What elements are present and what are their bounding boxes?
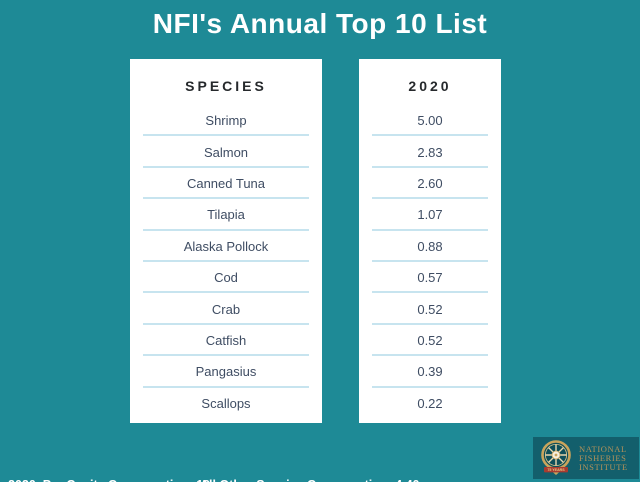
species-label: Canned Tuna [186,176,266,192]
table-row: 0.88 [359,231,501,263]
species-label: Shrimp [205,113,247,129]
value-label: 0.88 [417,238,443,254]
value-label: 2.60 [417,176,443,192]
value-label: 0.39 [417,364,443,380]
nfi-logo: 75 YEARS National Fisheries Institute [533,437,639,479]
value-label: 0.22 [417,395,443,411]
table-row: 0.52 [359,325,501,357]
value-label: 0.57 [417,270,443,286]
value-label: 0.52 [417,301,443,317]
ships-wheel-icon: 75 YEARS [541,440,571,475]
species-table: SPECIES Shrimp Salmon Canned Tuna Tilapi… [130,59,322,423]
table-row: 0.57 [359,262,501,294]
table-row: 0.52 [359,293,501,326]
species-label: Catfish [205,333,247,349]
logo-wordmark: National Fisheries Institute [579,443,628,472]
table-row: Tilapia [130,199,322,232]
value-label: 1.07 [417,207,443,223]
footer-stats-right: All Other Species Consumption: 4.40 Top … [200,443,436,482]
species-label: Pangasius [195,364,257,380]
species-label: Cod [214,270,238,286]
species-label: Salmon [203,144,249,160]
value-label: 2.83 [417,144,443,160]
table-row: Cod [130,262,322,294]
species-label: Alaska Pollock [183,238,269,254]
logo-line: Fisheries [579,452,627,463]
stat-line: 2020 Per Capita Consumption: 19 [8,477,210,482]
species-column-header: SPECIES [185,78,267,94]
species-label: Tilapia [207,207,245,223]
species-label: Crab [211,301,241,317]
value-label: 5.00 [417,113,443,129]
table-row: 1.07 [359,199,501,232]
table-row: Canned Tuna [130,168,322,200]
value-label: 0.52 [417,333,443,349]
values-table: 2020 5.00 2.83 2.60 1.07 0.88 0.57 0.52 … [359,59,501,423]
logo-line: National [579,443,627,454]
table-row: Catfish [130,325,322,357]
logo-line: Institute [579,461,628,472]
stat-line: All Other Species Consumption: 4.40 [200,477,436,482]
table-row: Salmon [130,136,322,169]
values-list: 5.00 2.83 2.60 1.07 0.88 0.57 0.52 0.52 … [359,105,501,423]
table-row: 5.00 [359,105,501,137]
banner-text-svg: 75 YEARS [547,468,565,472]
table-row: 0.39 [359,356,501,389]
table-row: 0.22 [359,388,501,419]
table-row: Shrimp [130,105,322,137]
year-column-header: 2020 [408,78,452,94]
table-row: Alaska Pollock [130,231,322,263]
page-title: NFI's Annual Top 10 List [152,8,488,39]
table-row: 2.83 [359,136,501,169]
table-row: Crab [130,293,322,326]
species-label: Scallops [201,395,251,411]
species-list: Shrimp Salmon Canned Tuna Tilapia Alaska… [130,105,322,423]
table-row: Pangasius [130,356,322,389]
footer-stats-left: 2020 Per Capita Consumption: 19 2020 Tot… [8,443,210,482]
table-row: 2.60 [359,168,501,200]
table-row: Scallops [130,388,322,419]
